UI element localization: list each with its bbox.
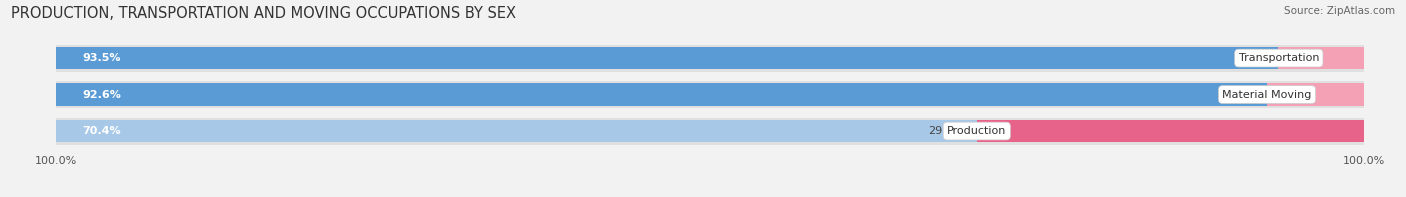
Bar (56, 83, 1267, 106)
Bar (56, 81, 1364, 108)
Bar (56, 118, 1364, 145)
Text: 93.5%: 93.5% (83, 53, 121, 63)
Text: 70.4%: 70.4% (83, 126, 121, 136)
Text: 92.6%: 92.6% (83, 90, 121, 99)
Text: 7.4%: 7.4% (1226, 90, 1254, 99)
Bar (1278, 47, 1364, 69)
Text: Transportation: Transportation (1239, 53, 1319, 63)
Bar (56, 120, 977, 142)
Text: 29.6%: 29.6% (928, 126, 963, 136)
Text: Source: ZipAtlas.com: Source: ZipAtlas.com (1284, 6, 1395, 16)
Text: 6.6%: 6.6% (1236, 53, 1264, 63)
Text: Production: Production (948, 126, 1007, 136)
Text: PRODUCTION, TRANSPORTATION AND MOVING OCCUPATIONS BY SEX: PRODUCTION, TRANSPORTATION AND MOVING OC… (11, 6, 516, 21)
Bar (1267, 83, 1364, 106)
Bar (56, 47, 1279, 69)
Bar (56, 45, 1364, 72)
Bar (977, 120, 1364, 142)
Text: Material Moving: Material Moving (1222, 90, 1312, 99)
